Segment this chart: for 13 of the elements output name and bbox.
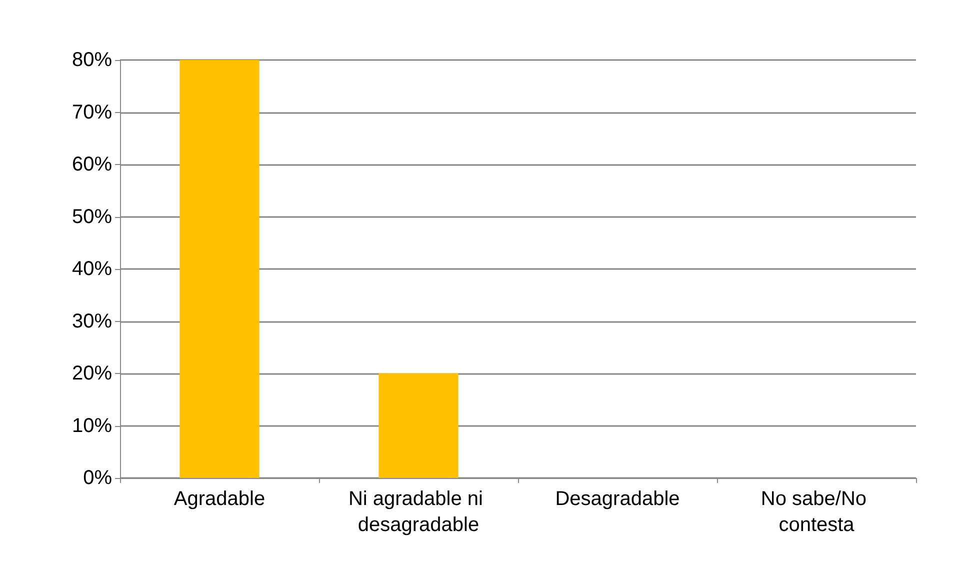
y-tick-label: 60%: [72, 154, 112, 176]
y-tick-label: 40%: [72, 258, 112, 280]
x-tick-label: Ni agradable ni desagradable: [348, 488, 489, 536]
y-tick-label: 0%: [83, 467, 112, 489]
x-tick-label: No sabe/No contesta: [760, 488, 872, 536]
y-tick-label: 20%: [72, 362, 112, 384]
y-tick-label: 30%: [72, 310, 112, 332]
y-tick-label: 70%: [72, 101, 112, 124]
y-tick-label: 50%: [72, 206, 112, 228]
y-tick-label: 80%: [72, 49, 112, 71]
y-tick-label: 10%: [72, 414, 112, 437]
x-tick-label: Agradable: [174, 488, 266, 510]
x-tick-label: Desagradable: [555, 488, 680, 510]
